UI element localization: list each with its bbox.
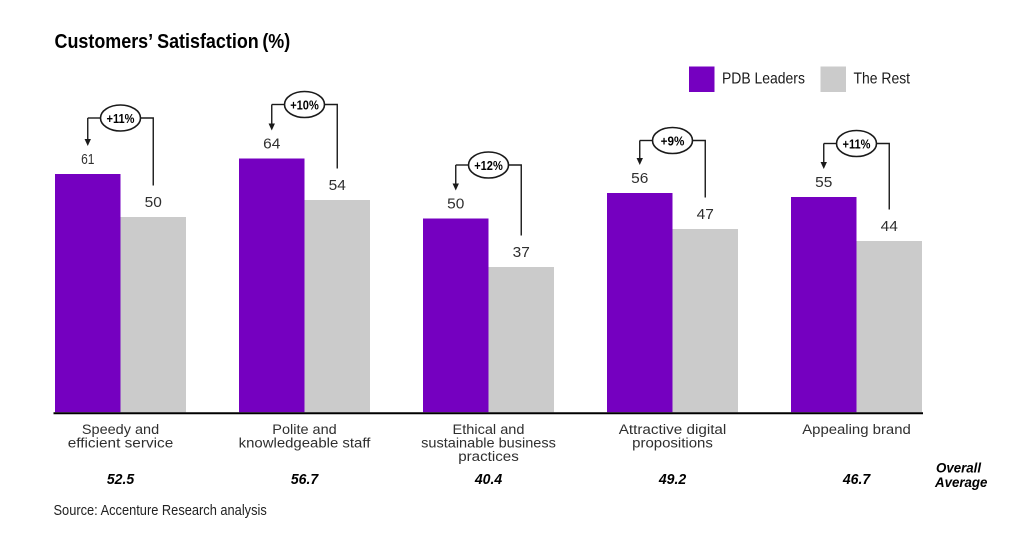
svg-text:PDB Leaders: PDB Leaders — [722, 71, 805, 88]
svg-text:Average: Average — [934, 475, 988, 490]
svg-text:52.5: 52.5 — [107, 472, 135, 488]
svg-text:Attractive digital: Attractive digital — [619, 423, 727, 438]
svg-text:44: 44 — [881, 218, 899, 235]
svg-text:knowledgeable staff: knowledgeable staff — [239, 436, 372, 451]
svg-text:54: 54 — [329, 177, 347, 194]
svg-text:46.7: 46.7 — [842, 472, 871, 488]
svg-text:Source: Accenture Research ana: Source: Accenture Research analysis — [54, 501, 267, 518]
svg-text:47: 47 — [697, 206, 714, 223]
svg-text:+11%: +11% — [107, 111, 135, 126]
svg-text:61: 61 — [81, 151, 94, 168]
svg-text:37: 37 — [513, 244, 530, 261]
svg-text:56: 56 — [631, 170, 648, 187]
svg-text:56.7: 56.7 — [291, 472, 319, 488]
svg-text:Customers’ Satisfaction (%): Customers’ Satisfaction (%) — [55, 31, 291, 53]
svg-text:+9%: +9% — [661, 134, 685, 149]
svg-text:practices: practices — [458, 450, 519, 465]
svg-text:efficient service: efficient service — [68, 436, 174, 451]
svg-text:55: 55 — [815, 174, 832, 191]
svg-text:The Rest: The Rest — [854, 71, 911, 88]
svg-text:+10%: +10% — [290, 97, 319, 112]
svg-text:40.4: 40.4 — [474, 472, 502, 488]
svg-text:Polite and: Polite and — [272, 422, 336, 438]
svg-text:50: 50 — [145, 194, 162, 211]
svg-text:49.2: 49.2 — [658, 472, 686, 488]
svg-text:+12%: +12% — [474, 158, 503, 173]
svg-text:+11%: +11% — [843, 136, 871, 151]
svg-text:64: 64 — [263, 136, 281, 153]
svg-text:Overall: Overall — [936, 460, 982, 475]
svg-text:Ethical and: Ethical and — [453, 422, 525, 438]
svg-text:Speedy and: Speedy and — [82, 422, 159, 438]
svg-text:50: 50 — [447, 196, 464, 213]
svg-text:sustainable business: sustainable business — [421, 436, 556, 452]
svg-text:Appealing brand: Appealing brand — [802, 422, 911, 437]
svg-text:propositions: propositions — [632, 436, 713, 451]
